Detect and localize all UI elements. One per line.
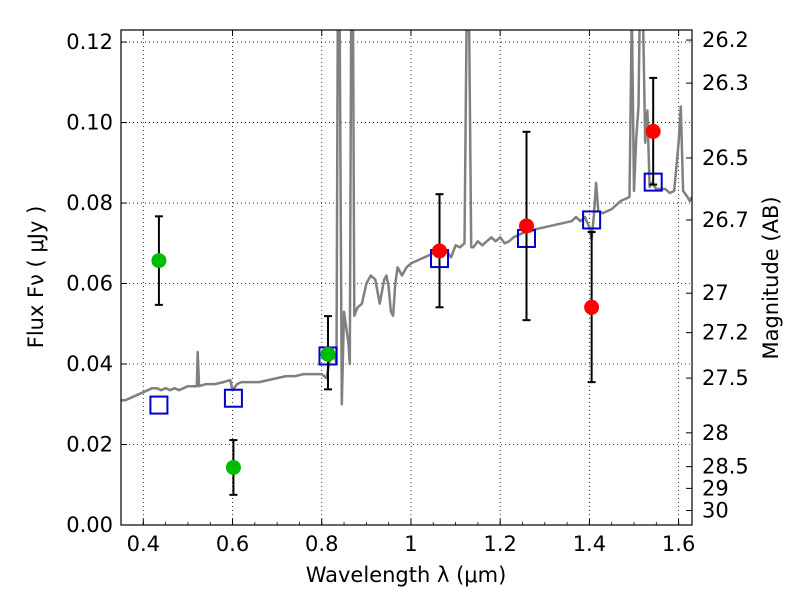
x-tick-label: 1.4: [573, 532, 606, 556]
x-tick-label: 0.6: [216, 532, 249, 556]
plot-frame: [120, 29, 693, 526]
model-square-marker: [582, 210, 602, 230]
grid: [121, 30, 692, 526]
y-tick-label: 0.06: [66, 272, 113, 296]
y-tick-label: 0.08: [66, 191, 113, 215]
observed-red-point: [645, 123, 661, 139]
y-tick-label: 0.10: [66, 111, 113, 135]
observed-green-point: [225, 459, 241, 475]
spectrum-line: [121, 30, 692, 406]
right-tick-label: 27.2: [702, 321, 749, 345]
x-tick-label: 1.6: [662, 532, 695, 556]
right-tick-label: 30: [702, 499, 729, 523]
right-tick-label: 26.5: [702, 146, 749, 170]
observed-red-point: [518, 218, 534, 234]
right-tick-label: 27: [702, 281, 729, 305]
right-tick-label: 29: [702, 476, 729, 500]
x-axis-label: Wavelength λ (μm): [306, 563, 507, 587]
right-tick-label: 27.5: [702, 366, 749, 390]
y-tick-label: 0.04: [66, 352, 113, 376]
observed-green-point: [320, 346, 336, 362]
right-tick-label: 28: [702, 421, 729, 445]
plot-area: [121, 30, 692, 496]
x-tick-label: 0.4: [127, 532, 160, 556]
right-tick-label: 28.5: [702, 455, 749, 479]
right-tick-label: 26.7: [702, 208, 749, 232]
y-tick-label: 0.00: [66, 513, 113, 537]
right-tick-label: 26.2: [702, 28, 749, 52]
model-square-marker: [149, 395, 169, 415]
observed-red-point: [584, 299, 600, 315]
y-tick-label: 0.02: [66, 433, 113, 457]
y-tick-label: 0.12: [66, 30, 113, 54]
axes-ticks: 0.4 0.6 0.8 1 1.2 1.4 1.6 0.00 0.02 0.04 0.06 0.08 0…: [66, 28, 749, 556]
y-axis-label: Flux Fν ( μJy ): [24, 206, 48, 349]
x-tick-label: 1: [404, 532, 417, 556]
observed-green-point: [151, 253, 167, 269]
y-axis-right-label: Magnitude (AB): [759, 196, 783, 359]
observed-red-point: [432, 243, 448, 259]
x-tick-label: 1.2: [483, 532, 516, 556]
right-tick-label: 26.3: [702, 71, 749, 95]
model-square-marker: [223, 388, 243, 408]
x-tick-label: 0.8: [305, 532, 338, 556]
